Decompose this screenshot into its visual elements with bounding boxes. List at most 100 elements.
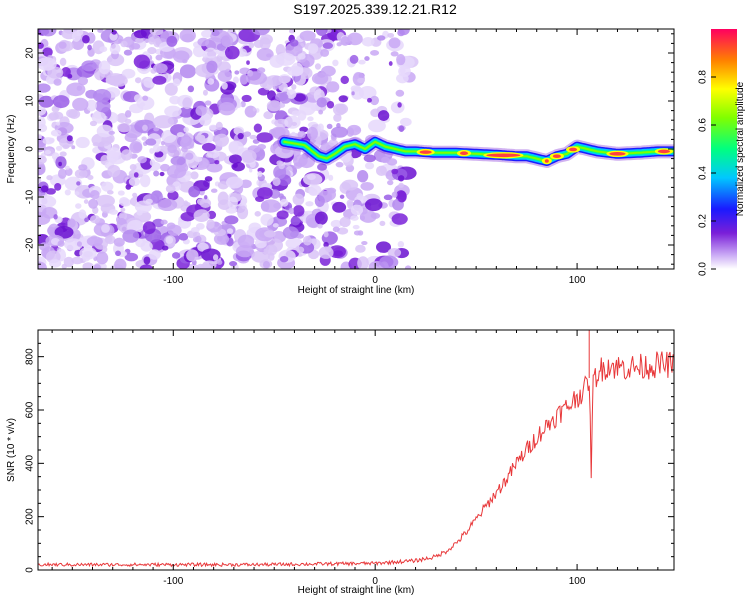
noise-blob <box>206 149 220 159</box>
noise-blob <box>272 127 290 140</box>
noise-blob <box>198 113 212 126</box>
noise-blob <box>89 215 101 224</box>
noise-blob <box>328 174 334 181</box>
noise-blob <box>152 75 167 85</box>
noise-blob <box>142 124 148 131</box>
noise-blob <box>42 47 53 57</box>
noise-blob <box>52 95 70 109</box>
signal-core-hot <box>552 154 561 158</box>
signal-core-hot <box>657 149 670 154</box>
noise-blob <box>214 133 229 147</box>
noise-blob <box>330 219 342 228</box>
noise-blob <box>326 81 340 93</box>
noise-blob <box>61 66 71 77</box>
y-tick-label: 600 <box>25 401 36 418</box>
noise-blob <box>106 147 121 158</box>
noise-blob <box>133 94 142 102</box>
noise-blob <box>153 115 175 129</box>
noise-blob <box>75 203 82 209</box>
noise-blob <box>93 264 101 269</box>
noise-blob <box>257 170 263 178</box>
noise-blob <box>330 126 349 138</box>
noise-blob <box>107 164 121 178</box>
noise-blob <box>288 29 296 34</box>
noise-blob <box>68 109 81 119</box>
noise-blob <box>71 145 76 150</box>
noise-blob <box>170 156 186 166</box>
noise-blob <box>352 224 360 230</box>
noise-blob <box>383 194 393 201</box>
noise-blob <box>332 59 339 67</box>
noise-blob <box>356 193 364 201</box>
noise-blob <box>388 61 393 66</box>
noise-blob <box>357 77 365 84</box>
noise-blob <box>248 42 255 49</box>
noise-blob <box>199 198 212 209</box>
noise-blob <box>161 245 169 251</box>
noise-blob <box>106 57 113 63</box>
noise-blob <box>117 190 125 196</box>
noise-blob <box>207 78 215 85</box>
x-tick-label: 0 <box>372 576 378 587</box>
noise-blob <box>265 244 278 256</box>
noise-blob <box>318 109 324 115</box>
noise-blob <box>251 29 270 36</box>
noise-blob <box>94 99 111 113</box>
x-tick-label: 0 <box>372 275 378 286</box>
noise-blob <box>130 43 141 50</box>
noise-blob <box>279 255 289 263</box>
noise-blob <box>99 46 108 53</box>
noise-blob <box>201 248 221 262</box>
noise-blob <box>202 260 217 269</box>
noise-blob <box>82 262 94 269</box>
colorbar-gradient <box>711 29 737 269</box>
noise-blob <box>71 256 84 265</box>
noise-blob <box>351 91 355 96</box>
noise-blob <box>219 129 227 135</box>
noise-blob <box>346 199 354 207</box>
noise-blob <box>206 60 218 74</box>
noise-blob <box>243 131 252 137</box>
noise-blob <box>240 100 246 108</box>
noise-blob <box>121 68 136 79</box>
noise-blob <box>91 111 107 124</box>
noise-blob <box>257 144 267 150</box>
noise-blob <box>237 205 249 220</box>
noise-blob <box>388 37 401 49</box>
noise-blob <box>75 136 90 149</box>
x-tick-label: -100 <box>163 275 183 286</box>
noise-blob <box>183 126 189 133</box>
noise-blob <box>46 175 53 181</box>
noise-blob <box>108 130 115 135</box>
y-tick-label: 20 <box>25 47 36 59</box>
noise-blob <box>42 137 55 145</box>
noise-blob <box>240 198 248 205</box>
noise-blob <box>147 47 157 55</box>
snr-ylabel: SNR (10 * v/v) <box>6 418 17 482</box>
noise-blob <box>145 198 153 204</box>
noise-blob <box>67 218 76 228</box>
noise-blob <box>328 139 339 147</box>
noise-blob <box>335 161 344 168</box>
snr-line-group <box>38 330 674 568</box>
noise-blob <box>167 224 182 236</box>
colorbar-tick-label: 0.8 <box>698 70 709 84</box>
noise-blob <box>391 168 399 175</box>
noise-blob <box>183 200 189 206</box>
noise-blob <box>164 105 182 118</box>
y-tick-label: 800 <box>25 348 36 365</box>
noise-blob <box>38 95 54 108</box>
noise-blob <box>318 246 334 259</box>
noise-blob <box>66 135 73 142</box>
noise-blob <box>142 95 149 101</box>
noise-blob <box>236 48 247 57</box>
signal-core-hot <box>609 152 626 156</box>
noise-blob <box>77 76 89 86</box>
noise-blob <box>65 167 73 176</box>
noise-blob <box>370 95 380 106</box>
noise-blob <box>99 263 107 269</box>
noise-blob <box>89 189 100 200</box>
noise-blob <box>317 123 324 132</box>
noise-blob <box>246 60 250 65</box>
